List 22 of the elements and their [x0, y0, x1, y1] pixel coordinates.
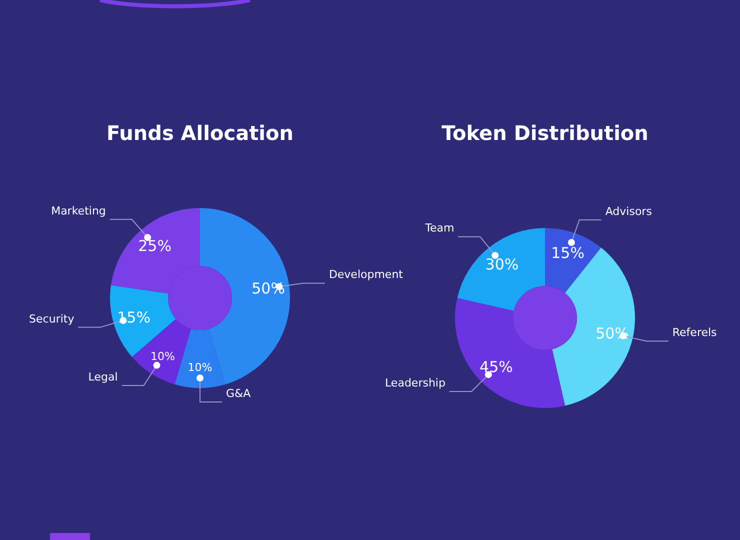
slice-label: Security — [29, 312, 75, 326]
slice-label: Development — [328, 268, 404, 282]
slice-label: Leadership — [384, 376, 446, 390]
slice-label: Advisors — [605, 204, 652, 218]
slice-label: Marketing — [51, 204, 106, 218]
data-label: 45% — [480, 358, 513, 376]
chart-title: Token Distribution — [442, 121, 648, 145]
donut-slice — [455, 298, 566, 408]
data-label: 15% — [551, 244, 584, 262]
donut-slice — [457, 228, 545, 311]
data-label: 10% — [188, 360, 212, 374]
chart-title: Funds Allocation — [106, 121, 294, 145]
slice-label: Referels — [672, 326, 718, 340]
donut-slice — [110, 208, 200, 294]
data-label: 30% — [485, 255, 519, 274]
slice-label: G&A — [226, 387, 252, 400]
donut-slice — [545, 228, 602, 293]
donut-slice — [552, 248, 635, 406]
data-label: 10% — [150, 350, 175, 363]
slice-label: Team — [424, 222, 454, 235]
data-label: 25% — [138, 237, 172, 256]
slice-label: Legal — [88, 370, 118, 384]
